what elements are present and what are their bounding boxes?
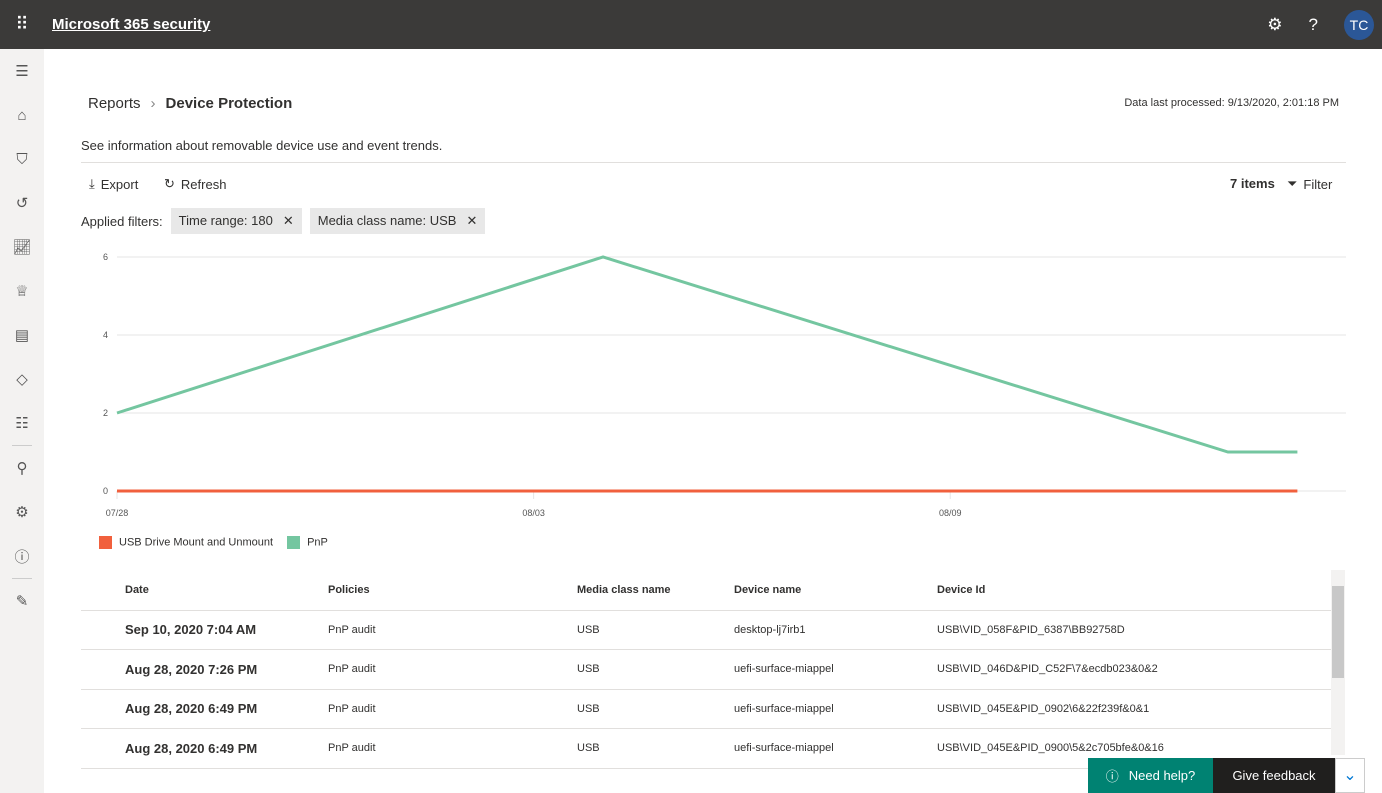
menu-icon[interactable]: ☰ <box>15 63 29 80</box>
refresh-icon: ↻ <box>164 176 175 191</box>
reports-icon[interactable]: ▤ <box>14 327 30 344</box>
divider <box>12 445 32 446</box>
chevron-down-icon[interactable]: ⌄ <box>1335 758 1365 793</box>
row-select[interactable] <box>81 689 125 729</box>
page-title: Device Protection <box>165 95 293 112</box>
trophy-icon[interactable]: ♕ <box>15 283 29 300</box>
cell-media-class: USB <box>577 610 734 650</box>
legend-swatch <box>99 536 112 549</box>
top-bar: ⠿ Microsoft 365 security ⚙ ? TC <box>0 0 1382 49</box>
download-icon: ⤓ <box>89 176 95 191</box>
give-feedback-button[interactable]: Give feedback <box>1213 758 1335 793</box>
gear-icon[interactable]: ⚙ <box>15 504 29 521</box>
chevron-right-icon: › <box>150 95 156 112</box>
divider <box>81 162 1346 163</box>
column-header-policies[interactable]: Policies <box>328 570 577 611</box>
column-header-device-id[interactable]: Device Id <box>937 570 1331 611</box>
line-chart: 0 2 4 6 07/28 08/03 08/09 <box>103 252 1346 518</box>
legend-item-usb[interactable]: USB Drive Mount and Unmount <box>99 536 273 549</box>
help-circle-icon: ⓘ <box>1105 769 1119 784</box>
item-count: 7 items <box>1230 176 1275 191</box>
help-icon[interactable]: ? <box>1308 14 1318 34</box>
filter-chip-time-range[interactable]: Time range: 180 ✕ <box>170 208 302 234</box>
filter-button[interactable]: ⏷ Filter <box>1287 176 1333 192</box>
divider <box>12 578 32 579</box>
cell-device-id: USB\VID_046D&PID_C52F\7&ecdb023&0&2 <box>937 649 1331 690</box>
row-select[interactable] <box>81 610 125 650</box>
y-tick-label: 2 <box>103 408 108 418</box>
refresh-button[interactable]: ↻ Refresh <box>164 176 227 192</box>
column-header-media-class[interactable]: Media class name <box>577 570 734 611</box>
applied-filters: Applied filters: Time range: 180 ✕ Media … <box>81 208 486 234</box>
filter-icon: ⏷ <box>1287 176 1298 191</box>
export-button[interactable]: ⤓ Export <box>89 176 139 192</box>
applied-filters-label: Applied filters: <box>81 213 163 229</box>
legend-swatch <box>287 536 301 549</box>
x-tick-label: 08/09 <box>939 508 962 518</box>
cell-device-id: USB\VID_058F&PID_6387\BB92758D <box>937 610 1331 650</box>
column-header-date[interactable]: Date <box>125 570 328 611</box>
avatar[interactable]: TC <box>1344 9 1374 40</box>
app-title[interactable]: Microsoft 365 security <box>52 16 211 33</box>
row-select[interactable] <box>81 649 125 690</box>
cell-policy: PnP audit <box>328 649 577 690</box>
sidebar: ☰ ⌂ ⛉ ↺ 📈︎ ♕ ▤ ◇ ☷ ⚲ ⚙ ⓘ ✎ <box>0 49 44 793</box>
y-tick-label: 4 <box>103 330 108 340</box>
scrollbar-thumb[interactable] <box>1332 586 1344 678</box>
cell-media-class: USB <box>577 689 734 729</box>
cell-policy: PnP audit <box>328 728 577 769</box>
cell-device-name: uefi-surface-miappel <box>734 728 937 769</box>
cell-date: Aug 28, 2020 6:49 PM <box>125 689 328 729</box>
data-last-processed: Data last processed: 9/13/2020, 2:01:18 … <box>1124 97 1339 109</box>
cell-device-id: USB\VID_045E&PID_0902\6&22f239f&0&1 <box>937 689 1331 729</box>
breadcrumb: Reports › Device Protection <box>88 95 292 112</box>
need-help-button[interactable]: ⓘ Need help? <box>1088 758 1213 793</box>
cell-policy: PnP audit <box>328 689 577 729</box>
cell-device-name: uefi-surface-miappel <box>734 649 937 690</box>
filter-chip-media-class[interactable]: Media class name: USB ✕ <box>309 208 486 234</box>
chart-legend: USB Drive Mount and Unmount PnP <box>99 536 328 549</box>
settings-sliders-icon[interactable]: ☷ <box>15 415 29 432</box>
select-column <box>81 570 125 611</box>
tag-icon[interactable]: ◇ <box>16 371 28 388</box>
incidents-icon[interactable]: ↺ <box>15 195 29 212</box>
cell-device-name: desktop-lj7irb1 <box>734 610 937 650</box>
cell-date: Sep 10, 2020 7:04 AM <box>125 610 328 650</box>
cell-policy: PnP audit <box>328 610 577 650</box>
y-tick-label: 0 <box>103 486 108 496</box>
pencil-icon[interactable]: ✎ <box>15 593 29 610</box>
cell-media-class: USB <box>577 649 734 690</box>
cell-device-name: uefi-surface-miappel <box>734 689 937 729</box>
cell-media-class: USB <box>577 728 734 769</box>
legend-item-pnp[interactable]: PnP <box>287 536 328 549</box>
table-row[interactable]: Aug 28, 2020 6:49 PM PnP audit USB uefi-sur… <box>81 689 1331 729</box>
chart-icon[interactable]: 📈︎ <box>12 239 32 256</box>
info-icon[interactable]: ⓘ <box>14 548 30 566</box>
cell-date: Aug 28, 2020 6:49 PM <box>125 728 328 769</box>
close-icon[interactable]: ✕ <box>466 213 478 228</box>
breadcrumb-reports[interactable]: Reports <box>88 95 141 112</box>
gear-icon[interactable]: ⚙ <box>1267 14 1283 34</box>
series-line-pnp[interactable] <box>116 255 1298 454</box>
table-row[interactable]: Aug 28, 2020 7:26 PM PnP audit USB uefi-sur… <box>81 649 1331 690</box>
y-tick-label: 6 <box>103 252 108 262</box>
search-tool-icon[interactable]: ⚲ <box>16 460 28 477</box>
device-table: Date Policies Media class name Device na… <box>81 570 1331 769</box>
home-icon[interactable]: ⌂ <box>17 106 27 124</box>
waffle-icon[interactable]: ⠿ <box>15 14 29 34</box>
table-row[interactable]: Sep 10, 2020 7:04 AM PnP audit USB desktop-… <box>81 610 1331 650</box>
page-description: See information about removable device u… <box>81 138 443 153</box>
close-icon[interactable]: ✕ <box>282 213 294 228</box>
column-header-device-name[interactable]: Device name <box>734 570 937 611</box>
cell-date: Aug 28, 2020 7:26 PM <box>125 649 328 690</box>
x-tick-label: 07/28 <box>106 508 129 518</box>
shield-icon[interactable]: ⛉ <box>16 150 28 168</box>
x-tick-label: 08/03 <box>522 508 545 518</box>
row-select[interactable] <box>81 728 125 769</box>
